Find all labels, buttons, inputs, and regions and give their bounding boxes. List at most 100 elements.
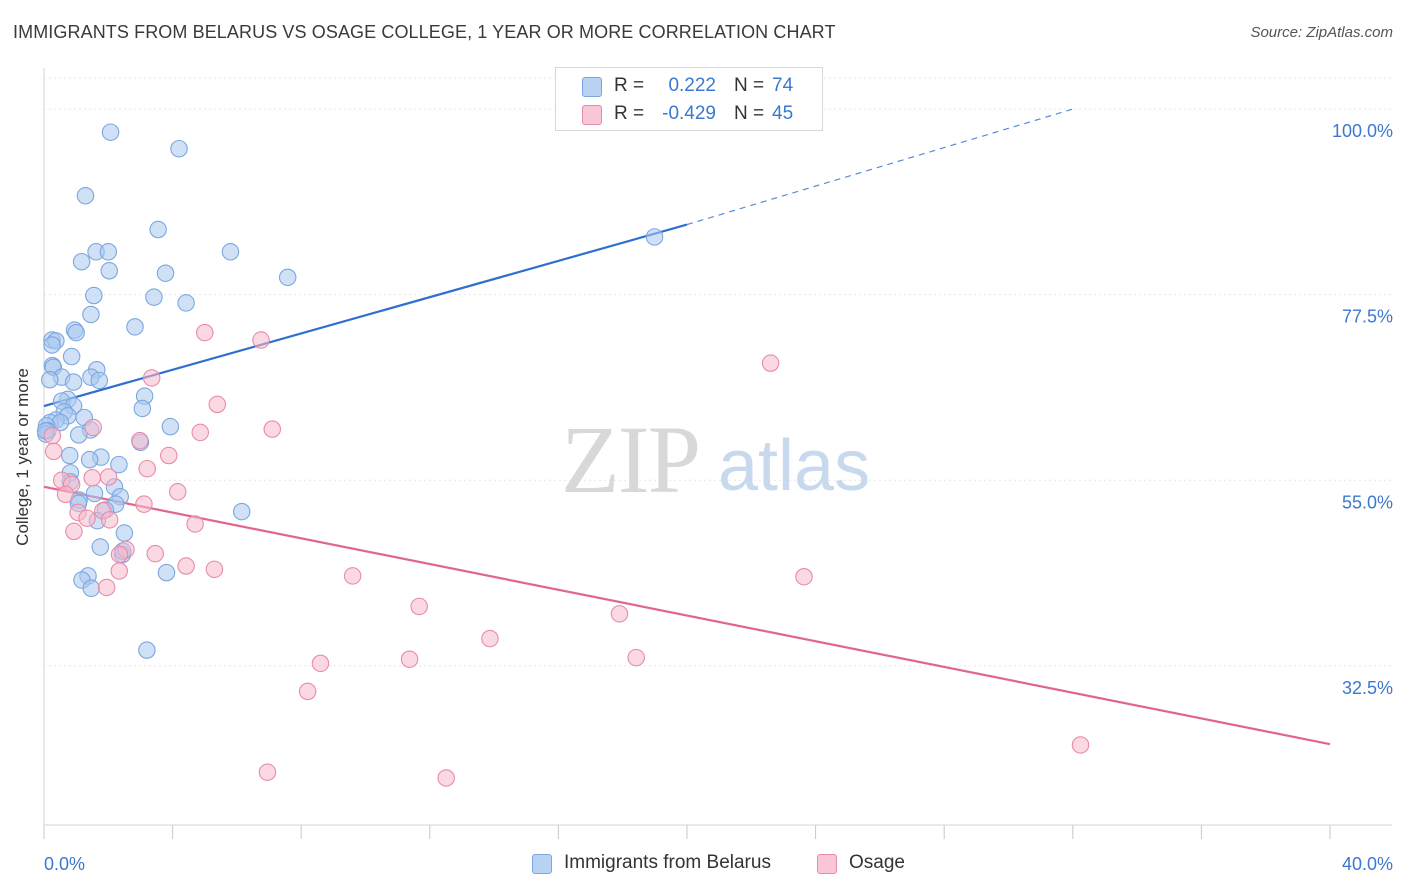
data-point-osage (83, 469, 101, 487)
data-point-belarus (85, 484, 104, 503)
legend-n-label: N = (734, 103, 765, 124)
data-point-belarus (101, 123, 120, 141)
tick-labels: 32.5% 55.0% 77.5% 100.0% 0.0% 40.0% (44, 121, 1393, 874)
data-point-belarus (177, 294, 195, 312)
data-point-belarus (72, 252, 91, 271)
data-point-osage (110, 562, 128, 580)
data-point-belarus (126, 318, 144, 336)
data-point-osage (627, 648, 645, 667)
data-point-osage (761, 354, 780, 372)
series-label-osage: Osage (849, 852, 905, 873)
data-point-osage (437, 769, 455, 787)
data-point-osage (400, 650, 419, 668)
y-tick-label: 77.5% (1342, 307, 1393, 327)
data-point-osage (343, 567, 362, 585)
watermark: ZIP atlas (561, 406, 870, 513)
data-point-osage (78, 509, 96, 527)
data-point-belarus (41, 370, 59, 389)
legend-n-label: N = (734, 75, 765, 96)
data-point-osage (135, 495, 153, 513)
data-point-belarus (85, 286, 103, 305)
data-point-belarus (99, 243, 118, 261)
data-point-belarus (157, 563, 176, 582)
data-point-osage (168, 483, 187, 501)
y-tick-label: 100.0% (1332, 121, 1393, 141)
data-point-belarus (69, 426, 88, 444)
watermark-atlas: atlas (718, 426, 870, 506)
data-point-osage (100, 511, 119, 529)
data-point-belarus (110, 455, 128, 474)
data-point-belarus (82, 305, 100, 324)
data-point-belarus (76, 186, 95, 205)
data-point-belarus (170, 139, 188, 158)
data-point-osage (191, 423, 209, 442)
data-point-belarus (115, 524, 134, 542)
data-point-osage (142, 369, 161, 387)
data-point-belarus (60, 446, 79, 465)
data-point-osage (65, 522, 83, 541)
series-swatch-belarus (532, 854, 552, 874)
trend-line-extension-0 (686, 108, 1073, 226)
data-point-belarus (156, 264, 175, 282)
data-point-osage (481, 629, 499, 648)
data-point-belarus (80, 450, 99, 469)
data-point-belarus (645, 228, 664, 246)
data-point-osage (252, 331, 270, 349)
data-point-belarus (62, 347, 81, 366)
data-point-osage (97, 578, 116, 597)
legend-r-value: 0.222 (668, 75, 716, 96)
legend-n-value: 74 (772, 75, 794, 96)
watermark-zip: ZIP (561, 406, 699, 513)
data-point-belarus (43, 336, 61, 354)
data-point-belarus (100, 262, 119, 280)
data-point-belarus (145, 288, 163, 306)
data-point-belarus (221, 243, 240, 261)
data-point-osage (99, 468, 118, 486)
chart-title: IMMIGRANTS FROM BELARUS VS OSAGE COLLEGE… (13, 22, 836, 42)
data-point-osage (208, 395, 227, 414)
trend-line-0 (43, 223, 688, 408)
legend-swatch-belarus (582, 77, 602, 97)
data-point-belarus (67, 323, 85, 342)
legend-swatch-osage (582, 105, 602, 125)
data-point-osage (138, 459, 156, 478)
x-tick-label-max: 40.0% (1342, 854, 1393, 874)
data-point-belarus (138, 641, 156, 659)
trend-line-1 (43, 485, 1331, 746)
data-point-osage (410, 597, 428, 616)
data-point-osage (1071, 736, 1090, 754)
y-tick-label: 32.5% (1342, 678, 1393, 698)
data-point-belarus (278, 268, 297, 287)
y-tick-label: 55.0% (1342, 492, 1393, 512)
grid-lines (44, 77, 1392, 667)
data-point-belarus (91, 538, 110, 556)
data-point-belarus (64, 373, 83, 391)
data-point-osage (196, 323, 214, 342)
data-point-belarus (161, 417, 180, 436)
legend-r-value: -0.429 (662, 103, 716, 124)
data-point-belarus (133, 399, 152, 418)
data-point-osage (43, 426, 62, 445)
legend-row-osage: R = -0.429 N = 45 (556, 99, 822, 129)
source-credit: Source: ZipAtlas.com (1250, 24, 1393, 41)
data-point-osage (186, 515, 204, 533)
data-point-belarus (90, 371, 109, 390)
data-point-osage (56, 485, 75, 504)
legend-row-belarus: R = 0.222 N = 74 (556, 71, 822, 101)
data-point-osage (177, 557, 195, 575)
series-swatch-osage (817, 854, 837, 874)
data-point-osage (44, 442, 63, 461)
data-point-belarus (82, 579, 101, 598)
correlation-legend: R = 0.222 N = 74 R = -0.429 N = 45 (555, 67, 823, 131)
data-point-osage (159, 446, 178, 465)
data-points (36, 123, 1090, 787)
data-point-osage (311, 654, 330, 673)
axes (43, 68, 1392, 839)
data-point-osage (795, 567, 813, 586)
legend-r-label: R = (614, 103, 645, 124)
series-label-belarus: Immigrants from Belarus (564, 852, 771, 873)
data-point-osage (84, 418, 102, 437)
data-point-osage (205, 560, 224, 579)
legend-n-value: 45 (772, 103, 794, 124)
